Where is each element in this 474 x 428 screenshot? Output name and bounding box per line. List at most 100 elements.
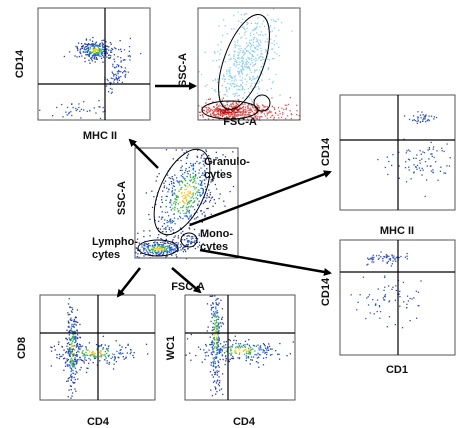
event-dot bbox=[184, 246, 186, 248]
event-dot bbox=[212, 381, 215, 383]
event-dot bbox=[263, 113, 265, 115]
event-dot bbox=[425, 114, 427, 116]
event-dot bbox=[70, 362, 72, 364]
event-dot bbox=[260, 31, 263, 33]
event-dot bbox=[73, 361, 75, 363]
event-dot bbox=[217, 81, 219, 84]
event-dot bbox=[206, 168, 208, 170]
event-dot bbox=[417, 111, 419, 113]
event-dot bbox=[215, 366, 218, 368]
event-dot bbox=[228, 110, 230, 112]
event-dot bbox=[245, 50, 248, 53]
event-dot bbox=[365, 317, 367, 320]
event-dot bbox=[73, 376, 75, 379]
event-dot bbox=[120, 71, 122, 73]
event-dot bbox=[243, 97, 245, 99]
event-dot bbox=[165, 195, 167, 197]
event-dot bbox=[216, 111, 218, 113]
event-dot bbox=[172, 239, 174, 241]
event-dot bbox=[190, 206, 192, 208]
event-dot bbox=[242, 69, 244, 71]
event-dot bbox=[250, 359, 252, 361]
event-dot bbox=[99, 106, 101, 108]
event-dot bbox=[128, 46, 131, 48]
event-dot bbox=[215, 303, 218, 306]
event-dot bbox=[115, 66, 118, 68]
event-dot bbox=[215, 393, 217, 395]
event-dot bbox=[233, 80, 235, 82]
event-dot bbox=[222, 358, 224, 361]
event-dot bbox=[234, 58, 236, 60]
event-dot bbox=[234, 111, 236, 113]
event-dot bbox=[432, 148, 434, 150]
event-dot bbox=[248, 344, 250, 346]
event-dot bbox=[237, 108, 239, 111]
event-dot bbox=[216, 116, 218, 118]
event-dot bbox=[171, 240, 173, 242]
event-dot bbox=[248, 91, 251, 93]
event-dot bbox=[235, 65, 237, 67]
event-dot bbox=[200, 210, 202, 212]
event-dot bbox=[164, 242, 166, 244]
event-dot bbox=[215, 315, 217, 317]
event-dot bbox=[237, 346, 239, 348]
event-dot bbox=[216, 371, 219, 374]
event-dot bbox=[216, 310, 218, 312]
event-dot bbox=[218, 109, 220, 112]
event-dot bbox=[234, 78, 236, 80]
event-dot bbox=[398, 177, 400, 179]
event-dot bbox=[261, 111, 263, 113]
event-dot bbox=[160, 218, 163, 220]
event-dot bbox=[235, 350, 237, 352]
event-dot bbox=[291, 30, 293, 32]
event-dot bbox=[54, 349, 56, 351]
event-dot bbox=[101, 354, 103, 356]
event-dot bbox=[419, 121, 422, 123]
event-dot bbox=[248, 350, 250, 353]
event-dot bbox=[170, 181, 172, 183]
event-dot bbox=[100, 57, 103, 59]
event-dot bbox=[388, 285, 390, 287]
event-dot bbox=[267, 41, 269, 43]
event-dot bbox=[235, 44, 237, 47]
event-dot bbox=[68, 353, 70, 355]
event-dot bbox=[221, 105, 223, 108]
event-dot bbox=[196, 156, 199, 158]
event-dot bbox=[68, 348, 70, 351]
event-dot bbox=[71, 350, 74, 352]
event-dot bbox=[144, 252, 146, 254]
event-dot bbox=[234, 351, 236, 353]
event-dot bbox=[242, 60, 244, 63]
event-dot bbox=[391, 263, 393, 265]
event-dot bbox=[241, 36, 243, 38]
event-dot bbox=[204, 51, 206, 53]
event-dot bbox=[71, 114, 73, 117]
event-dot bbox=[85, 354, 87, 356]
event-dot bbox=[231, 77, 234, 79]
event-dot bbox=[106, 352, 108, 355]
event-dot bbox=[210, 320, 212, 323]
event-dot bbox=[217, 108, 219, 110]
event-dot bbox=[197, 246, 199, 248]
event-dot bbox=[229, 83, 231, 85]
event-dot bbox=[176, 195, 178, 198]
event-dot bbox=[235, 103, 237, 105]
event-dot bbox=[173, 213, 175, 215]
event-dot bbox=[140, 52, 142, 55]
event-dot bbox=[151, 206, 154, 209]
event-dot bbox=[66, 364, 68, 366]
event-dot bbox=[190, 359, 192, 361]
event-dot bbox=[194, 243, 196, 245]
event-dot bbox=[120, 353, 122, 355]
event-dot bbox=[424, 118, 426, 120]
event-dot bbox=[72, 365, 74, 367]
event-dot bbox=[69, 355, 71, 358]
event-dot bbox=[74, 337, 77, 339]
event-dot bbox=[212, 364, 215, 366]
event-dot bbox=[72, 355, 75, 357]
event-dot bbox=[219, 53, 221, 55]
event-dot bbox=[193, 228, 196, 231]
event-dot bbox=[237, 67, 240, 69]
event-dot bbox=[223, 114, 226, 116]
event-dot bbox=[222, 105, 225, 107]
